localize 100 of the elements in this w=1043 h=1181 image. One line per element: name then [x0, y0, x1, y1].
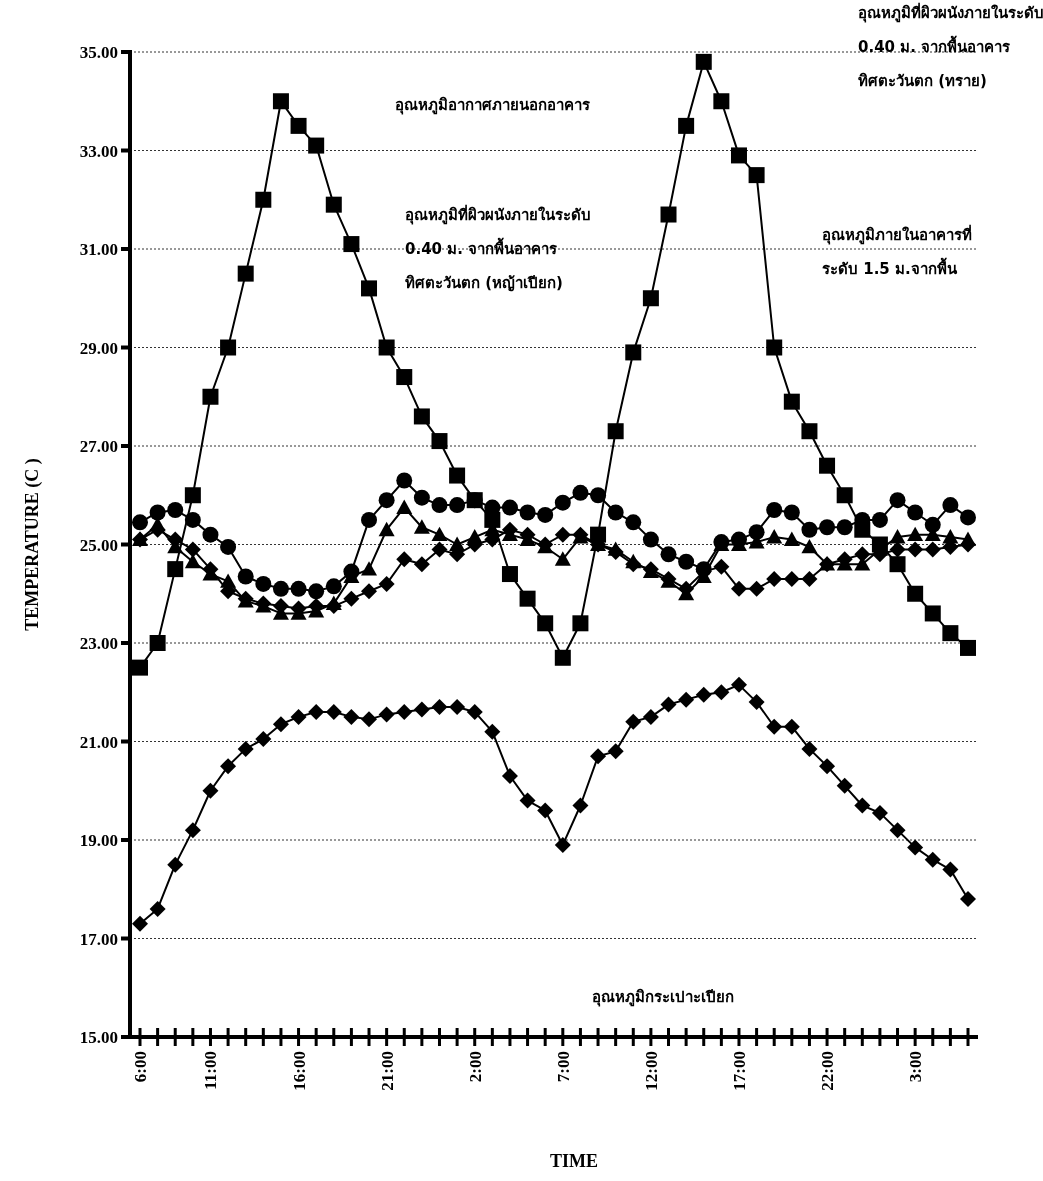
point: [783, 718, 800, 735]
point: [572, 484, 589, 501]
point: [132, 915, 148, 932]
point: [783, 393, 800, 410]
point: [396, 551, 413, 568]
point: [836, 777, 853, 794]
point: [730, 147, 747, 164]
point: [572, 615, 589, 632]
point: [678, 553, 695, 570]
point: [554, 836, 571, 853]
point: [255, 731, 272, 748]
y-tick-label: 29.00: [79, 338, 118, 358]
point: [413, 701, 430, 718]
point: [343, 590, 360, 607]
point: [625, 713, 642, 730]
y-tick-label: 27.00: [79, 437, 118, 456]
point: [220, 339, 237, 356]
point: [413, 489, 430, 506]
point: [466, 703, 483, 720]
point: [308, 137, 325, 154]
annotation: อุณหภูมิกระเปาะเปียก: [592, 988, 734, 1007]
point: [554, 494, 571, 511]
point: [378, 575, 395, 592]
point: [695, 53, 712, 70]
point: [272, 716, 289, 733]
point: [361, 280, 378, 297]
point: [325, 703, 342, 720]
point: [272, 580, 289, 597]
point: [889, 492, 906, 509]
point: [132, 659, 148, 676]
point: [554, 526, 571, 543]
point: [272, 93, 289, 110]
point: [889, 556, 906, 573]
point: [237, 568, 254, 585]
point: [783, 504, 800, 521]
point: [237, 265, 254, 282]
point: [519, 590, 536, 607]
point: [308, 583, 325, 600]
point: [590, 748, 607, 765]
point: [801, 740, 818, 757]
point: [449, 536, 466, 551]
point: [942, 497, 959, 514]
point: [431, 541, 448, 558]
y-tick-label: 21.00: [79, 732, 118, 752]
point: [713, 558, 730, 575]
point: [590, 487, 607, 504]
point: [801, 538, 818, 554]
point: [220, 538, 237, 555]
point: [519, 792, 536, 809]
point: [343, 236, 360, 253]
point: [766, 339, 783, 356]
point: [854, 797, 871, 814]
point: [378, 706, 395, 723]
point: [660, 206, 677, 223]
point: [449, 467, 466, 484]
point: [537, 506, 554, 523]
point: [871, 804, 888, 821]
point: [167, 856, 184, 873]
point: [396, 472, 413, 489]
x-tick-label: 22:00: [818, 1051, 838, 1091]
y-tick-label: 17.00: [79, 929, 118, 949]
point: [660, 546, 677, 563]
point: [678, 117, 695, 134]
point: [413, 408, 430, 425]
point: [255, 575, 272, 592]
point: [396, 703, 413, 720]
point: [361, 511, 378, 528]
point: [202, 526, 219, 543]
point: [184, 822, 201, 839]
point: [907, 541, 924, 558]
point: [907, 504, 924, 521]
point: [325, 578, 342, 595]
point: [501, 566, 518, 583]
point: [220, 758, 237, 775]
point: [501, 767, 518, 784]
point: [607, 541, 624, 556]
point: [907, 526, 924, 542]
point: [942, 861, 959, 878]
point: [378, 492, 395, 509]
point: [431, 497, 448, 514]
point: [572, 797, 589, 814]
point: [167, 561, 184, 578]
point: [378, 521, 395, 537]
point: [449, 497, 466, 514]
point: [361, 711, 378, 728]
point: [625, 553, 642, 569]
x-tick-label: 11:00: [201, 1051, 221, 1090]
point: [819, 457, 836, 474]
point: [836, 519, 853, 536]
point: [149, 900, 166, 917]
point: [642, 531, 659, 548]
annotation: อุณหภูมิที่ผิวผนังภายในระดับ 0.40 ม. จากพื้นอาคาร ทิศตะวันตก (ทราย): [858, 2, 1043, 90]
point: [783, 570, 800, 587]
point: [431, 433, 448, 450]
x-tick-label: 3:00: [906, 1051, 926, 1083]
point: [290, 580, 307, 597]
point: [889, 541, 906, 558]
y-tick-label: 23.00: [79, 634, 118, 653]
point: [942, 625, 959, 642]
point: [748, 694, 765, 711]
